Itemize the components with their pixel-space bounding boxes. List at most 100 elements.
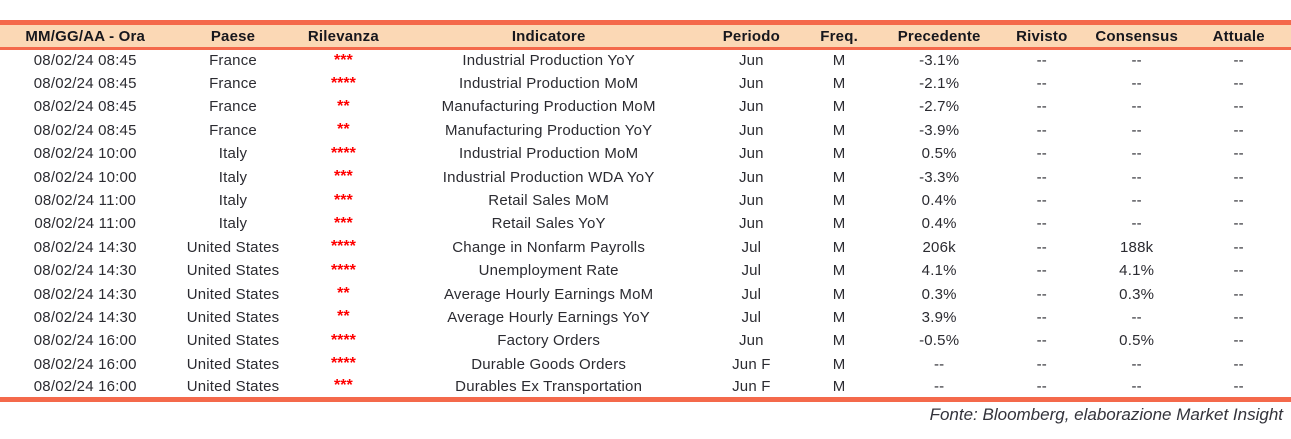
cell-relevance: **** [330,261,356,279]
cell-datetime: 08/02/24 10:00 [33,168,137,186]
table-row: 08/02/24 16:00 United States **** Factory O… [0,329,1291,352]
cell-indicator: Industrial Production WDA YoY [442,168,655,186]
cell-consensus: 188k [1120,238,1154,256]
cell-consensus: -- [1131,75,1142,93]
cell-freq: M [832,355,846,373]
cell-freq: M [832,192,846,210]
cell-country: Italy [218,168,248,186]
cell-freq: M [832,98,846,116]
cell-previous: -3.3% [919,168,960,186]
table-row: 08/02/24 10:00 Italy **** Industrial Produc… [0,142,1291,165]
table-row: 08/02/24 10:00 Italy *** Industrial Product… [0,165,1291,188]
cell-relevance: **** [330,331,356,349]
cell-indicator: Average Hourly Earnings YoY [447,308,651,326]
cell-period: Jun [738,192,764,210]
table-row: 08/02/24 08:45 France ** Manufacturing Prod… [0,119,1291,142]
source-note: Fonte: Bloomberg, elaborazione Market In… [929,404,1283,424]
cell-datetime: 08/02/24 08:45 [33,75,137,93]
cell-freq: M [832,75,846,93]
table-body: 08/02/24 08:45 France *** Industrial Produc… [0,49,1291,400]
cell-datetime: 08/02/24 08:45 [33,52,137,70]
cell-datetime: 08/02/24 16:00 [33,377,137,395]
cell-revised: -- [1036,215,1047,233]
table-row: 08/02/24 14:30 United States **** Unemploym… [0,259,1291,282]
cell-period: Jun [738,98,764,116]
cell-period: Jul [741,262,762,280]
cell-indicator: Factory Orders [497,332,601,350]
cell-datetime: 08/02/24 16:00 [33,355,137,373]
cell-freq: M [832,332,846,350]
cell-consensus: -- [1131,377,1142,395]
cell-consensus: -- [1131,98,1142,116]
cell-datetime: 08/02/24 14:30 [33,308,137,326]
table-row: 08/02/24 14:30 United States ** Average Hou… [0,306,1291,329]
cell-indicator: Industrial Production YoY [462,52,635,70]
column-header-indicator: Indicatore [511,27,586,45]
cell-indicator: Manufacturing Production MoM [441,98,656,116]
cell-country: France [209,75,257,93]
table-header: MM/GG/AA - Ora Paese Rilevanza Indicatore Pe… [0,22,1291,49]
cell-previous: 4.1% [921,262,957,280]
cell-revised: -- [1036,355,1047,373]
cell-period: Jun [738,215,764,233]
cell-relevance: *** [334,214,353,232]
cell-country: United States [186,262,280,280]
cell-actual: -- [1233,262,1244,280]
cell-country: United States [186,355,280,373]
cell-country: France [209,121,257,139]
cell-revised: -- [1036,332,1047,350]
cell-relevance: ** [337,97,350,115]
cell-relevance: **** [330,144,356,162]
cell-previous: 0.3% [921,285,957,303]
cell-period: Jun [738,145,764,163]
cell-actual: -- [1233,308,1244,326]
cell-actual: -- [1233,121,1244,139]
cell-relevance: ** [337,308,350,326]
cell-actual: -- [1233,192,1244,210]
table-row: 08/02/24 08:45 France *** Industrial Produc… [0,49,1291,72]
cell-indicator: Durable Goods Orders [471,355,627,373]
cell-datetime: 08/02/24 11:00 [34,192,137,210]
cell-relevance: *** [334,51,353,69]
cell-previous: -- [933,355,945,373]
column-header-datetime: MM/GG/AA - Ora [25,27,146,45]
table-row: 08/02/24 11:00 Italy *** Retail Sales YoY Ju… [0,212,1291,235]
cell-freq: M [832,52,846,70]
cell-datetime: 08/02/24 08:45 [33,98,137,116]
cell-period: Jun [738,75,764,93]
table-row: 08/02/24 16:00 United States *** Durables E… [0,376,1291,399]
cell-country: France [209,52,257,70]
cell-datetime: 08/02/24 11:00 [34,215,137,233]
cell-revised: -- [1036,192,1047,210]
cell-period: Jun [738,121,764,139]
cell-previous: -- [933,377,945,395]
cell-consensus: -- [1131,308,1142,326]
cell-actual: -- [1233,285,1244,303]
economic-calendar-table: MM/GG/AA - Ora Paese Rilevanza Indicatore Pe… [0,20,1291,402]
cell-consensus: -- [1131,145,1142,163]
column-header-consensus: Consensus [1095,27,1178,45]
cell-period: Jun [738,332,764,350]
cell-datetime: 08/02/24 14:30 [33,285,137,303]
cell-period: Jul [741,308,762,326]
cell-revised: -- [1036,285,1047,303]
cell-revised: -- [1036,238,1047,256]
cell-previous: 0.4% [921,192,957,210]
cell-freq: M [832,238,846,256]
cell-consensus: -- [1131,121,1142,139]
cell-consensus: -- [1131,215,1142,233]
cell-freq: M [832,145,846,163]
cell-freq: M [832,121,846,139]
cell-consensus: 0.5% [1119,332,1155,350]
cell-indicator: Unemployment Rate [478,262,619,280]
header-row: MM/GG/AA - Ora Paese Rilevanza Indicatore Pe… [0,22,1291,49]
cell-consensus: -- [1131,192,1142,210]
cell-actual: -- [1233,98,1244,116]
cell-actual: -- [1233,238,1244,256]
cell-revised: -- [1036,98,1047,116]
cell-revised: -- [1036,121,1047,139]
cell-indicator: Retail Sales YoY [491,215,606,233]
table-row: 08/02/24 08:45 France **** Industrial Produ… [0,72,1291,95]
cell-consensus: -- [1131,355,1142,373]
cell-revised: -- [1036,377,1047,395]
